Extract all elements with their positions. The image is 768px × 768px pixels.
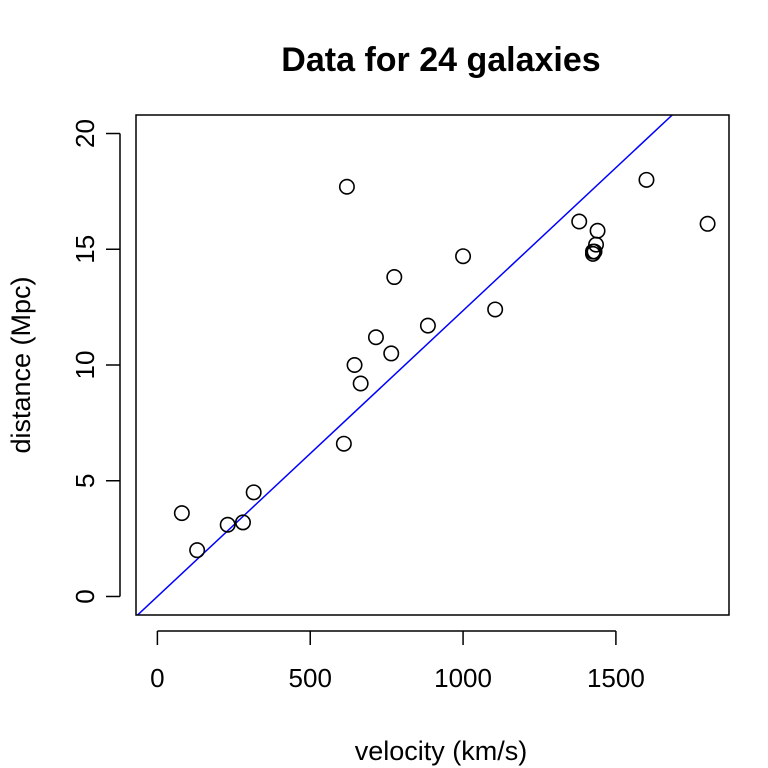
data-point xyxy=(589,222,606,239)
data-point xyxy=(386,269,403,286)
x-tick-label: 500 xyxy=(289,663,332,693)
data-point xyxy=(487,301,504,318)
data-point xyxy=(234,514,251,531)
data-point xyxy=(383,345,400,362)
data-point xyxy=(586,243,603,260)
y-tick-label: 5 xyxy=(70,474,100,488)
data-point xyxy=(335,435,352,452)
chart-title: Data for 24 galaxies xyxy=(281,41,600,79)
x-tick-label: 0 xyxy=(150,663,164,693)
fit-line xyxy=(136,115,674,615)
data-point xyxy=(189,542,206,559)
data-point xyxy=(584,245,601,262)
data-point xyxy=(173,505,190,522)
y-tick-label: 10 xyxy=(70,351,100,380)
data-point xyxy=(338,178,355,195)
data-point xyxy=(571,213,588,230)
data-point xyxy=(352,375,369,392)
data-point xyxy=(419,317,436,334)
data-point xyxy=(219,516,236,533)
y-tick-label: 0 xyxy=(70,589,100,603)
data-point xyxy=(455,248,472,265)
data-point xyxy=(245,484,262,501)
plot-area-frame xyxy=(135,114,730,616)
y-tick-label: 20 xyxy=(70,119,100,148)
data-point xyxy=(638,171,655,188)
y-tick-label: 15 xyxy=(70,235,100,264)
data-point xyxy=(367,329,384,346)
x-axis-label: velocity (km/s) xyxy=(355,736,528,766)
x-axis: 0 500 1000 1500 xyxy=(150,630,645,693)
x-tick-label: 1500 xyxy=(587,663,645,693)
x-tick-label: 1000 xyxy=(434,663,492,693)
y-axis-label: distance (Mpc) xyxy=(6,276,36,453)
y-axis: 0 5 10 15 20 xyxy=(70,119,121,604)
data-point xyxy=(699,215,716,232)
data-point xyxy=(346,356,363,373)
